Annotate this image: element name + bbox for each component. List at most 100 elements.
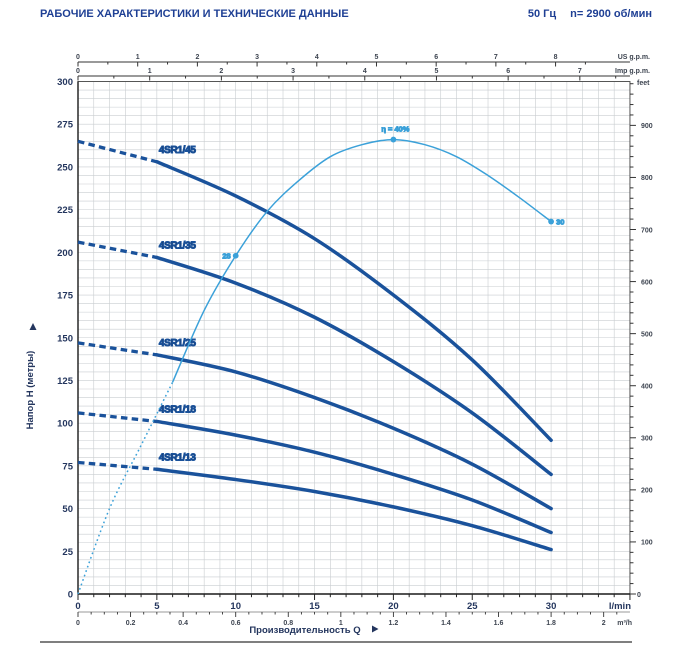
speed-label: n= 2900 об/мин bbox=[570, 8, 652, 20]
efficiency-curve: 28 η = 40% 30 bbox=[77, 124, 565, 595]
tick-label: 0 bbox=[76, 620, 80, 627]
tick-label: 1.4 bbox=[441, 620, 451, 627]
tick-label: 400 bbox=[641, 384, 653, 391]
tick-label: 8 bbox=[554, 54, 558, 61]
axis-feet: 100 200 300 400 500 600 700 800 900 feet 0 bbox=[629, 80, 653, 599]
axis-imp_gpm: 0 1 2 3 4 5 6 7 Imp g.p.m. bbox=[76, 68, 650, 81]
axis-unit-label: feet bbox=[637, 80, 650, 87]
tick-label: 2 bbox=[219, 68, 223, 75]
curve-label: 4SR1/13 bbox=[159, 452, 197, 463]
tick-label-zero: 0 bbox=[637, 592, 641, 599]
tick-label: 2 bbox=[195, 54, 199, 61]
tick-label: 0 bbox=[76, 54, 80, 61]
tick-label: 5 bbox=[154, 601, 160, 612]
tick-label: 1 bbox=[148, 68, 152, 75]
axis-unit-label: Imp g.p.m. bbox=[615, 68, 650, 75]
tick-label: 25 bbox=[62, 547, 73, 558]
axis-m3h: 0 0.2 0.4 0.6 0.8 1 1.2 1.4 1.6 1.8 2 m³/h bbox=[76, 611, 632, 627]
curve-solid-segment bbox=[155, 419, 553, 535]
tick-label: 300 bbox=[641, 436, 653, 443]
curve-4SR1-35: 4SR1/35 bbox=[77, 240, 553, 477]
tick-label: 900 bbox=[641, 123, 653, 130]
x-axis-title: Производительность Q bbox=[249, 625, 360, 636]
tick-label: 1.8 bbox=[546, 620, 556, 627]
tick-label: 200 bbox=[57, 248, 73, 259]
curve-dashed-segment bbox=[77, 240, 158, 260]
tick-label: 0 bbox=[75, 601, 80, 612]
tick-label: 7 bbox=[578, 68, 582, 75]
tick-label: 0.4 bbox=[178, 620, 188, 627]
curve-solid-segment bbox=[155, 353, 553, 511]
tick-label: 4 bbox=[363, 68, 367, 75]
tick-label: 100 bbox=[57, 419, 73, 430]
page-title: РАБОЧИЕ ХАРАКТЕРИСТИКИ И ТЕХНИЧЕСКИЕ ДАН… bbox=[40, 8, 349, 20]
axis-lpm: 0 5 10 15 20 25 30 l/min bbox=[75, 594, 631, 612]
tick-label: 175 bbox=[57, 291, 74, 302]
tick-label: 275 bbox=[57, 120, 74, 131]
axis-meters: 25 50 75 100 125 150 175 200 225 250 275 300 0 bbox=[57, 77, 74, 600]
tick-label: 1.2 bbox=[389, 620, 399, 627]
curve-dashed-segment bbox=[77, 411, 158, 424]
tick-label: 75 bbox=[62, 461, 73, 472]
gridlines bbox=[77, 81, 631, 595]
tick-label: 300 bbox=[57, 77, 73, 88]
tick-label-zero: 0 bbox=[68, 590, 73, 601]
tick-label: 25 bbox=[467, 601, 478, 612]
tick-label: 800 bbox=[641, 175, 653, 182]
tick-label: 7 bbox=[494, 54, 498, 61]
tick-label: 150 bbox=[57, 333, 73, 344]
tick-label: 0.8 bbox=[283, 620, 293, 627]
tick-label: 30 bbox=[546, 601, 557, 612]
curve-solid-segment bbox=[155, 467, 553, 552]
curve-dashed-segment bbox=[77, 341, 158, 357]
tick-label: 1.6 bbox=[494, 620, 504, 627]
tick-label: 600 bbox=[641, 279, 653, 286]
tick-label: 50 bbox=[62, 504, 73, 515]
tick-label: 250 bbox=[57, 162, 73, 173]
curve-4SR1-25: 4SR1/25 bbox=[77, 337, 553, 511]
curve-4SR1-18: 4SR1/18 bbox=[77, 404, 553, 535]
y-axis-title: Напор H (метры) bbox=[25, 351, 36, 430]
curve-label: 4SR1/18 bbox=[159, 404, 197, 415]
efficiency-marker-label: 30 bbox=[556, 218, 564, 227]
tick-label: 3 bbox=[255, 54, 259, 61]
tick-label: 10 bbox=[230, 601, 241, 612]
frequency-label: 50 Гц bbox=[527, 8, 557, 20]
efficiency-marker bbox=[548, 218, 554, 225]
tick-label: 3 bbox=[291, 68, 295, 75]
tick-label: 5 bbox=[435, 68, 439, 75]
curve-4SR1-13: 4SR1/13 bbox=[77, 452, 553, 552]
tick-label: 1 bbox=[339, 620, 343, 627]
tick-label: 20 bbox=[388, 601, 399, 612]
curve-solid-segment bbox=[155, 255, 553, 477]
efficiency-marker bbox=[390, 136, 397, 143]
axis-unit-label: l/min bbox=[609, 601, 631, 612]
tick-label: 2 bbox=[602, 620, 606, 627]
tick-label: 0 bbox=[76, 68, 80, 75]
tick-label: 5 bbox=[375, 54, 379, 61]
tick-label: 500 bbox=[641, 331, 653, 338]
curve-dashed-segment bbox=[77, 139, 158, 164]
efficiency-marker-label: 28 bbox=[222, 251, 230, 260]
tick-label: 1 bbox=[136, 54, 140, 61]
tick-label: 100 bbox=[641, 540, 653, 547]
tick-label: 15 bbox=[309, 601, 320, 612]
curve-solid-segment bbox=[155, 160, 553, 442]
curve-dashed-segment bbox=[77, 460, 157, 471]
axis-unit-label: m³/h bbox=[617, 620, 632, 627]
tick-label: 6 bbox=[434, 54, 438, 61]
tick-label: 4 bbox=[315, 54, 319, 61]
tick-label: 125 bbox=[57, 376, 74, 387]
arrow-right-icon bbox=[372, 625, 379, 633]
tick-label: 700 bbox=[641, 227, 653, 234]
efficiency-peak-label: η = 40% bbox=[381, 125, 409, 134]
axis-us_gpm: 0 1 2 3 4 5 6 7 8 US g.p.m. bbox=[76, 54, 650, 67]
tick-label: 0.6 bbox=[231, 620, 241, 627]
tick-label: 6 bbox=[506, 68, 510, 75]
efficiency-marker bbox=[232, 252, 239, 259]
tick-label: 225 bbox=[57, 205, 74, 216]
curve-label: 4SR1/35 bbox=[159, 240, 197, 251]
header-specs: 50 Гц n= 2900 об/мин bbox=[514, 8, 652, 20]
